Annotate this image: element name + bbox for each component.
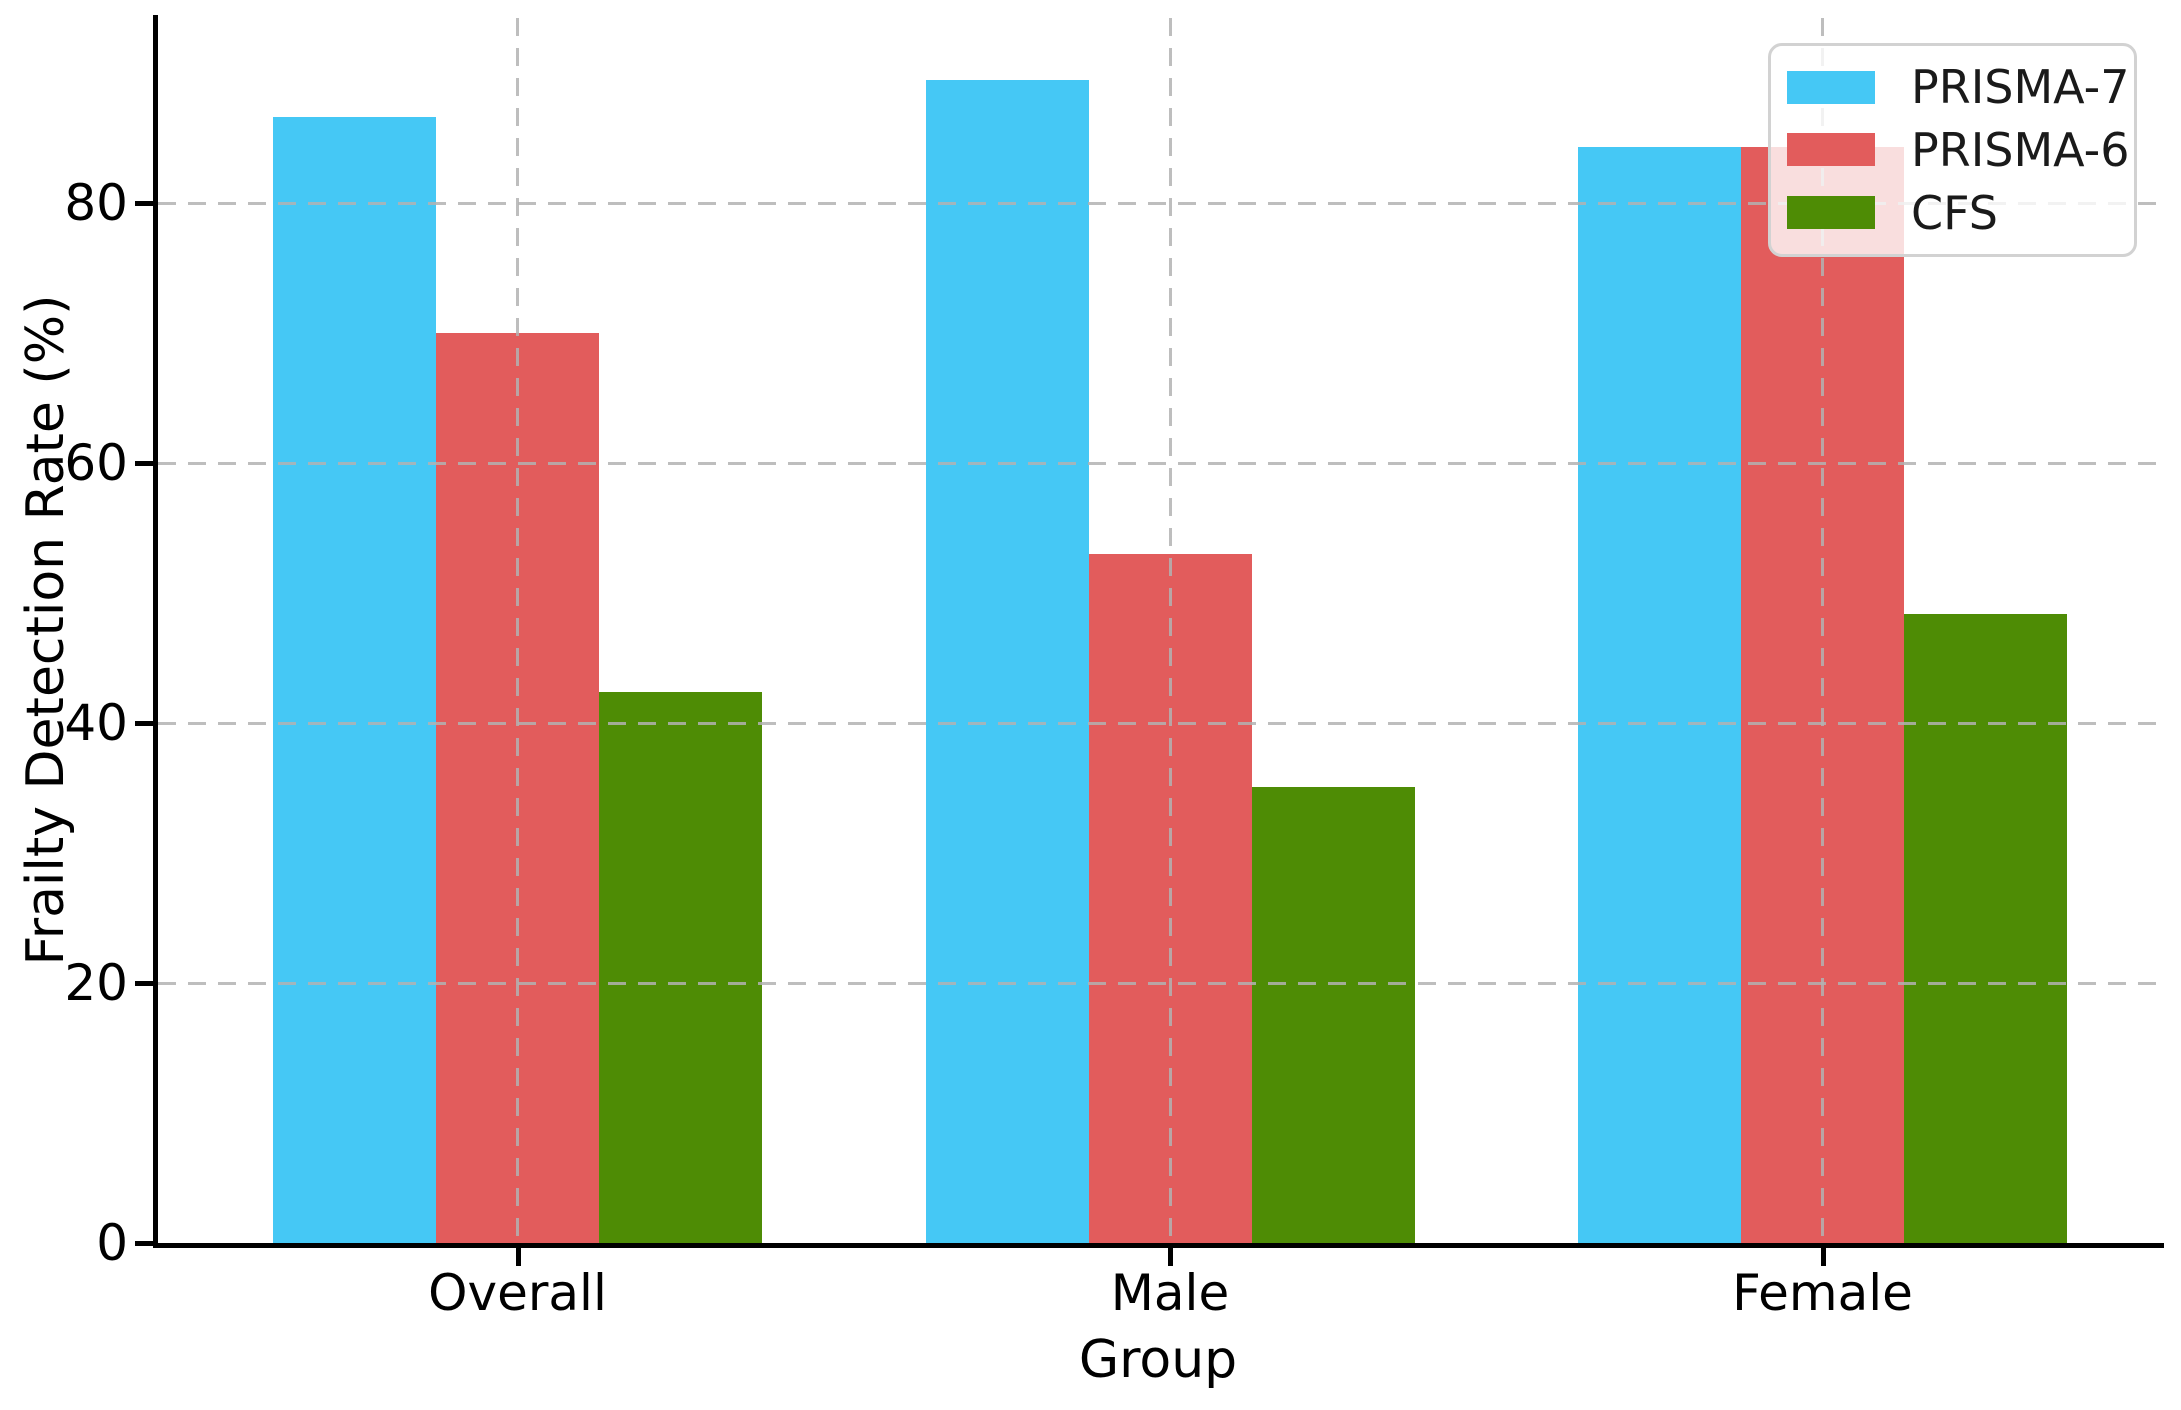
bar-cfs-overall <box>599 691 762 1243</box>
gridline-x-female <box>1821 18 1824 1243</box>
legend-swatch-cfs <box>1787 196 1875 230</box>
x-axis-title: Group <box>1078 1330 1238 1390</box>
x-tick-female <box>1820 1248 1826 1266</box>
legend-item-cfs: CFS <box>1787 188 2134 238</box>
y-tick-80 <box>135 201 153 206</box>
x-tick-male <box>1168 1248 1173 1266</box>
gridline-y-20 <box>158 981 2163 985</box>
y-tick-0 <box>135 1241 153 1246</box>
y-tick-40 <box>135 721 153 726</box>
y-tick-label-60: 60 <box>64 434 128 492</box>
y-axis-title: Frailty Detection Rate (%) <box>16 294 76 966</box>
legend-swatch-prisma-7 <box>1787 70 1875 104</box>
y-axis-line <box>153 15 158 1248</box>
bar-cfs-female <box>1904 613 2067 1243</box>
legend-label-prisma-7: PRISMA-7 <box>1911 60 2130 115</box>
gridline-x-male <box>1168 18 1172 1243</box>
y-tick-label-80: 80 <box>64 174 128 232</box>
gridline-x-overall <box>516 18 519 1243</box>
bar-prisma-7-overall <box>273 117 436 1243</box>
bar-prisma-7-female <box>1578 147 1741 1243</box>
y-tick-20 <box>135 981 153 986</box>
x-tick-label-overall: Overall <box>428 1264 607 1322</box>
legend-label-cfs: CFS <box>1911 185 1998 240</box>
x-tick-overall <box>515 1248 521 1266</box>
y-tick-label-0: 0 <box>96 1214 128 1272</box>
bar-prisma-7-male <box>925 79 1089 1243</box>
legend-item-prisma-7: PRISMA-7 <box>1787 62 2134 112</box>
x-tick-label-female: Female <box>1732 1264 1913 1322</box>
legend: PRISMA-7 PRISMA-6 CFS <box>1768 43 2137 257</box>
gridline-y-60 <box>158 461 2163 465</box>
gridline-y-40 <box>158 721 2163 725</box>
legend-item-prisma-6: PRISMA-6 <box>1787 125 2134 175</box>
legend-label-prisma-6: PRISMA-6 <box>1911 122 2130 177</box>
y-tick-label-40: 40 <box>64 694 128 752</box>
y-tick-60 <box>135 461 153 466</box>
bar-cfs-male <box>1251 786 1415 1243</box>
gridline-y-80 <box>158 201 2163 205</box>
x-axis-line <box>153 1243 2164 1248</box>
y-tick-label-20: 20 <box>64 954 128 1012</box>
x-tick-label-male: Male <box>1110 1264 1230 1322</box>
legend-swatch-prisma-6 <box>1787 133 1875 167</box>
